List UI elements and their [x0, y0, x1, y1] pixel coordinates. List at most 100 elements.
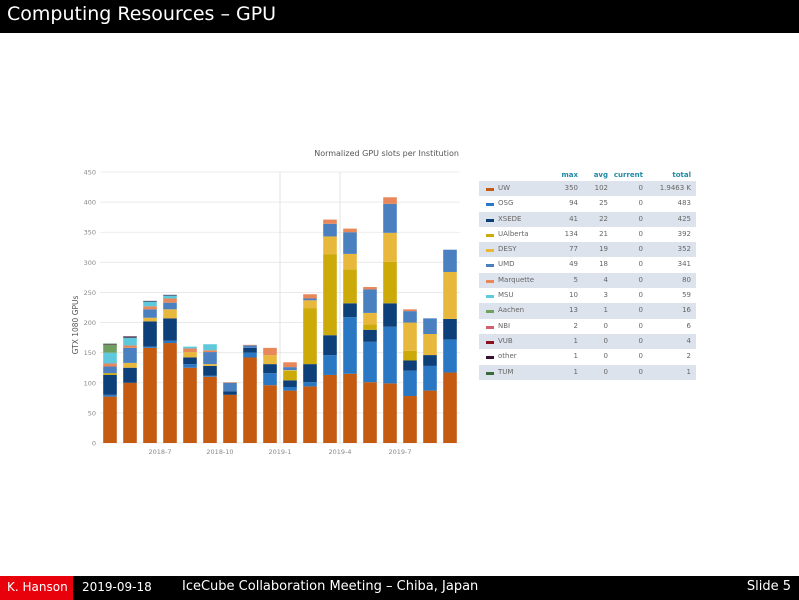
bar-segment-osg-2019-2[interactable]	[303, 382, 317, 387]
legend-row-vub[interactable]: VUB 1 0 0 4	[479, 333, 696, 350]
bar-segment-marquette-2018-7[interactable]	[163, 298, 177, 303]
bar-segment-xsede-2018-10[interactable]	[223, 391, 237, 395]
bar-segment-msu-2018-4[interactable]	[103, 352, 117, 364]
bar-segment-ualberta-2019-1[interactable]	[283, 370, 297, 381]
bar-segment-xsede-2018-4[interactable]	[103, 374, 117, 395]
legend-row-umd[interactable]: UMD 49 18 0 341	[479, 257, 696, 272]
bar-segment-marquette-2019-7[interactable]	[403, 309, 417, 312]
bar-segment-xsede-2019-5[interactable]	[363, 329, 377, 342]
bar-segment-uw-2018-4[interactable]	[103, 396, 117, 443]
bar-segment-xsede-2018-11[interactable]	[243, 347, 257, 353]
bar-segment-marquette-2019-5[interactable]	[363, 287, 377, 290]
bar-segment-desy-2019-3[interactable]	[323, 236, 337, 255]
bar-segment-msu-2018-7[interactable]	[163, 295, 177, 299]
bar-segment-uw-2018-8[interactable]	[183, 367, 197, 443]
bar-segment-osg-2019-1[interactable]	[283, 386, 297, 391]
bar-segment-marquette-2018-6[interactable]	[143, 306, 157, 310]
bar-segment-desy-2019-7[interactable]	[403, 322, 417, 351]
bar-segment-marquette-2019-3[interactable]	[323, 219, 337, 224]
bar-segment-ualberta-2019-2[interactable]	[303, 308, 317, 365]
bar-segment-uw-2018-6[interactable]	[143, 347, 157, 443]
bar-segment-ualberta-2019-6[interactable]	[383, 261, 397, 304]
bar-segment-osg-2019-5[interactable]	[363, 341, 377, 383]
bar-segment-aachen-2018-4[interactable]	[103, 344, 117, 353]
bar-segment-msu-2018-5[interactable]	[123, 337, 137, 346]
bar-segment-uw-2019-5[interactable]	[363, 382, 377, 443]
bar-segment-msu-2018-6[interactable]	[143, 301, 157, 307]
bar-segment-desy-2018-9[interactable]	[203, 364, 217, 366]
bar-segment-desy-2018-8[interactable]	[183, 352, 197, 358]
legend-row-nbi[interactable]: NBI 2 0 0 6	[479, 319, 696, 334]
bar-segment-osg-2018-8[interactable]	[183, 364, 197, 368]
bar-segment-other-2018-6[interactable]	[143, 300, 157, 302]
bar-segment-marquette-2018-8[interactable]	[183, 348, 197, 353]
bar-segment-osg-2019-7[interactable]	[403, 370, 417, 397]
bar-segment-ualberta-2019-5[interactable]	[363, 324, 377, 330]
bar-segment-umd-2019-9[interactable]	[443, 249, 457, 272]
bar-segment-osg-2018-7[interactable]	[163, 340, 177, 344]
bar-segment-osg-2018-12[interactable]	[263, 373, 277, 386]
bar-segment-marquette-2019-2[interactable]	[303, 294, 317, 299]
bar-segment-marquette-2019-1[interactable]	[283, 362, 297, 368]
bar-segment-desy-2018-6[interactable]	[143, 317, 157, 322]
bar-segment-umd-2019-3[interactable]	[323, 223, 337, 237]
bar-segment-umd-2019-1[interactable]	[283, 367, 297, 371]
legend-row-msu[interactable]: MSU 10 3 0 59	[479, 288, 696, 303]
bar-segment-osg-2019-3[interactable]	[323, 355, 337, 375]
bar-segment-msu-2018-9[interactable]	[203, 344, 217, 351]
bar-segment-ualberta-2019-4[interactable]	[343, 269, 357, 304]
bar-segment-xsede-2019-7[interactable]	[403, 360, 417, 371]
legend-row-aachen[interactable]: Aachen 13 1 0 16	[479, 303, 696, 319]
bar-segment-umd-2019-6[interactable]	[383, 203, 397, 233]
bar-segment-marquette-2018-4[interactable]	[103, 363, 117, 367]
bar-segment-umd-2019-2[interactable]	[303, 298, 317, 301]
bar-segment-marquette-2019-4[interactable]	[343, 228, 357, 233]
bar-segment-xsede-2019-8[interactable]	[423, 355, 437, 366]
bar-segment-desy-2019-2[interactable]	[303, 300, 317, 309]
legend-row-marquette[interactable]: Marquette 5 4 0 80	[479, 272, 696, 289]
bar-segment-xsede-2018-9[interactable]	[203, 365, 217, 376]
bar-segment-marquette-2018-11[interactable]	[243, 344, 257, 346]
bar-segment-xsede-2018-8[interactable]	[183, 357, 197, 365]
bar-segment-osg-2019-4[interactable]	[343, 317, 357, 374]
legend-row-ualberta[interactable]: UAlberta 134 21 0 392	[479, 227, 696, 242]
bar-segment-marquette-2018-9[interactable]	[203, 350, 217, 353]
bar-segment-umd-2018-6[interactable]	[143, 309, 157, 318]
bar-segment-xsede-2019-2[interactable]	[303, 364, 317, 383]
bar-segment-uw-2018-11[interactable]	[243, 357, 257, 443]
bar-segment-xsede-2018-7[interactable]	[163, 318, 177, 341]
bar-segment-uw-2019-7[interactable]	[403, 396, 417, 443]
legend-row-uw[interactable]: UW 350 102 0 1.9463 K	[479, 181, 696, 197]
bar-segment-marquette-2018-12[interactable]	[263, 347, 277, 356]
bar-segment-ualberta-2019-7[interactable]	[403, 350, 417, 361]
bar-segment-uw-2018-5[interactable]	[123, 382, 137, 443]
bar-segment-uw-2019-6[interactable]	[383, 383, 397, 443]
bar-segment-uw-2018-9[interactable]	[203, 376, 217, 443]
bar-segment-xsede-2019-6[interactable]	[383, 303, 397, 327]
bar-segment-uw-2019-4[interactable]	[343, 373, 357, 443]
bar-segment-desy-2019-4[interactable]	[343, 253, 357, 270]
bar-segment-desy-2019-6[interactable]	[383, 232, 397, 262]
bar-segment-ualberta-2018-4[interactable]	[103, 373, 117, 375]
bar-segment-umd-2019-7[interactable]	[403, 311, 417, 323]
bar-segment-xsede-2019-1[interactable]	[283, 380, 297, 387]
legend-col-max[interactable]: max	[561, 171, 578, 179]
bar-segment-desy-2018-7[interactable]	[163, 309, 177, 319]
bar-segment-desy-2018-5[interactable]	[123, 362, 137, 368]
bar-segment-osg-2019-8[interactable]	[423, 365, 437, 391]
bar-segment-desy-2019-5[interactable]	[363, 312, 377, 325]
bar-segment-osg-2019-9[interactable]	[443, 339, 457, 373]
bar-segment-other-2018-4[interactable]	[103, 344, 117, 345]
bar-segment-uw-2019-1[interactable]	[283, 390, 297, 443]
bar-segment-xsede-2018-6[interactable]	[143, 321, 157, 347]
legend-row-xsede[interactable]: XSEDE 41 22 0 425	[479, 211, 696, 227]
bar-segment-osg-2018-11[interactable]	[243, 352, 257, 358]
legend-row-other[interactable]: other 1 0 0 2	[479, 349, 696, 364]
bar-segment-osg-2018-9[interactable]	[203, 375, 217, 377]
bar-segment-uw-2018-10[interactable]	[223, 394, 237, 443]
legend-row-osg[interactable]: OSG 94 25 0 483	[479, 196, 696, 211]
legend-col-avg[interactable]: avg	[593, 171, 608, 179]
bar-segment-uw-2018-12[interactable]	[263, 385, 277, 443]
bar-segment-xsede-2018-12[interactable]	[263, 364, 277, 374]
bar-segment-ualberta-2019-3[interactable]	[323, 254, 337, 336]
